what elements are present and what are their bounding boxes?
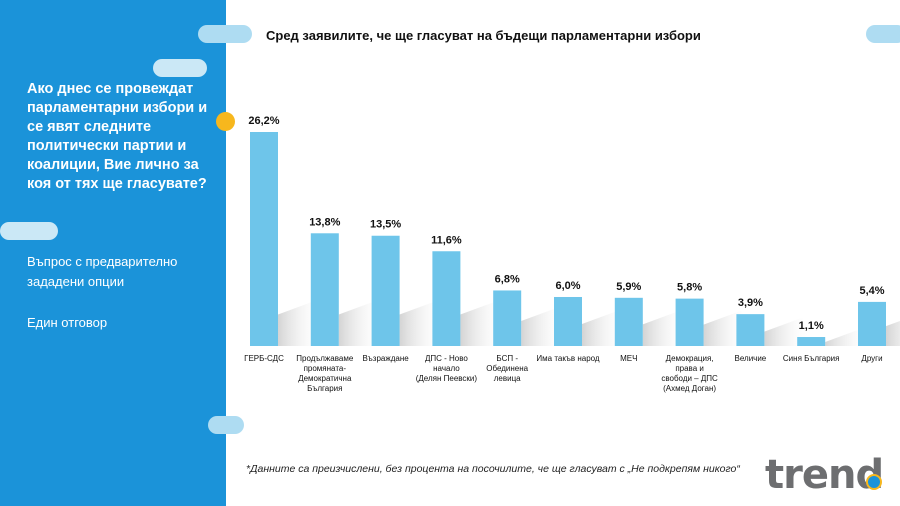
bar-value-label: 11,6%: [431, 234, 462, 246]
bar: [310, 233, 339, 346]
sidebar-panel: [0, 0, 226, 506]
survey-question: Ако днес се провеждат парламентарни избо…: [27, 81, 208, 192]
category-label: МЕЧ: [620, 354, 637, 363]
category-label: Продължаваме промяната-Демократична Българ…: [296, 354, 354, 393]
bar-value-label: 13,8%: [309, 216, 340, 228]
bar: [432, 251, 461, 346]
bar: [675, 298, 704, 346]
bar: [797, 337, 826, 346]
category-label: Синя България: [783, 354, 840, 363]
bar-value-label: 5,9%: [616, 281, 641, 293]
logo-badge-icon: [866, 474, 882, 490]
category-label: Възраждане: [362, 354, 409, 363]
bar: [371, 235, 400, 346]
decor-pill-bottom: [208, 416, 244, 434]
category-label: Други: [861, 354, 882, 363]
category-label: ДПС - Ново начало (Делян Пеевски): [416, 354, 478, 383]
bar: [250, 132, 278, 346]
bar-value-label: 26,2%: [248, 115, 279, 127]
accent-dot: [216, 112, 235, 131]
bar-value-label: 5,8%: [677, 282, 702, 294]
bar-shadow: [886, 320, 900, 346]
category-label: Величие: [735, 354, 767, 363]
footnote: *Данните са преизчислени, без процента н…: [246, 463, 740, 475]
bar-value-label: 6,8%: [495, 273, 520, 285]
category-label: ГЕРБ-СДС: [244, 354, 284, 363]
category-label: Има такъв народ: [536, 354, 600, 363]
chart-title: Сред заявилите, че ще гласуват на бъдещи…: [266, 28, 701, 43]
bar: [736, 314, 765, 346]
bar-value-label: 13,5%: [370, 219, 401, 231]
bar: [614, 297, 643, 346]
decor-pill-right: [866, 25, 900, 43]
bar-value-label: 3,9%: [738, 297, 763, 309]
decor-pill-top: [198, 25, 252, 43]
category-label: БСП -Обединена левица: [486, 354, 528, 383]
decor-pill-middle: [0, 222, 58, 240]
bar: [493, 290, 522, 346]
bar: [858, 301, 886, 346]
decor-pill-upper: [153, 59, 207, 77]
bar-value-label: 5,4%: [859, 285, 884, 297]
bar-value-label: 1,1%: [799, 320, 824, 332]
bar: [554, 296, 582, 346]
bar-chart: 26,2% ГЕРБ-СДС 13,8% Продължаваме промяната-…: [244, 115, 900, 393]
answer-type: Един отговор: [27, 315, 108, 330]
question-type: Въпрос с предварително зададени опции: [27, 254, 178, 289]
category-label: Демокрация, права и свободи – ДПС (Ахмед До…: [661, 354, 718, 393]
trend-logo: trend: [765, 452, 884, 498]
bar-value-label: 6,0%: [555, 280, 580, 292]
